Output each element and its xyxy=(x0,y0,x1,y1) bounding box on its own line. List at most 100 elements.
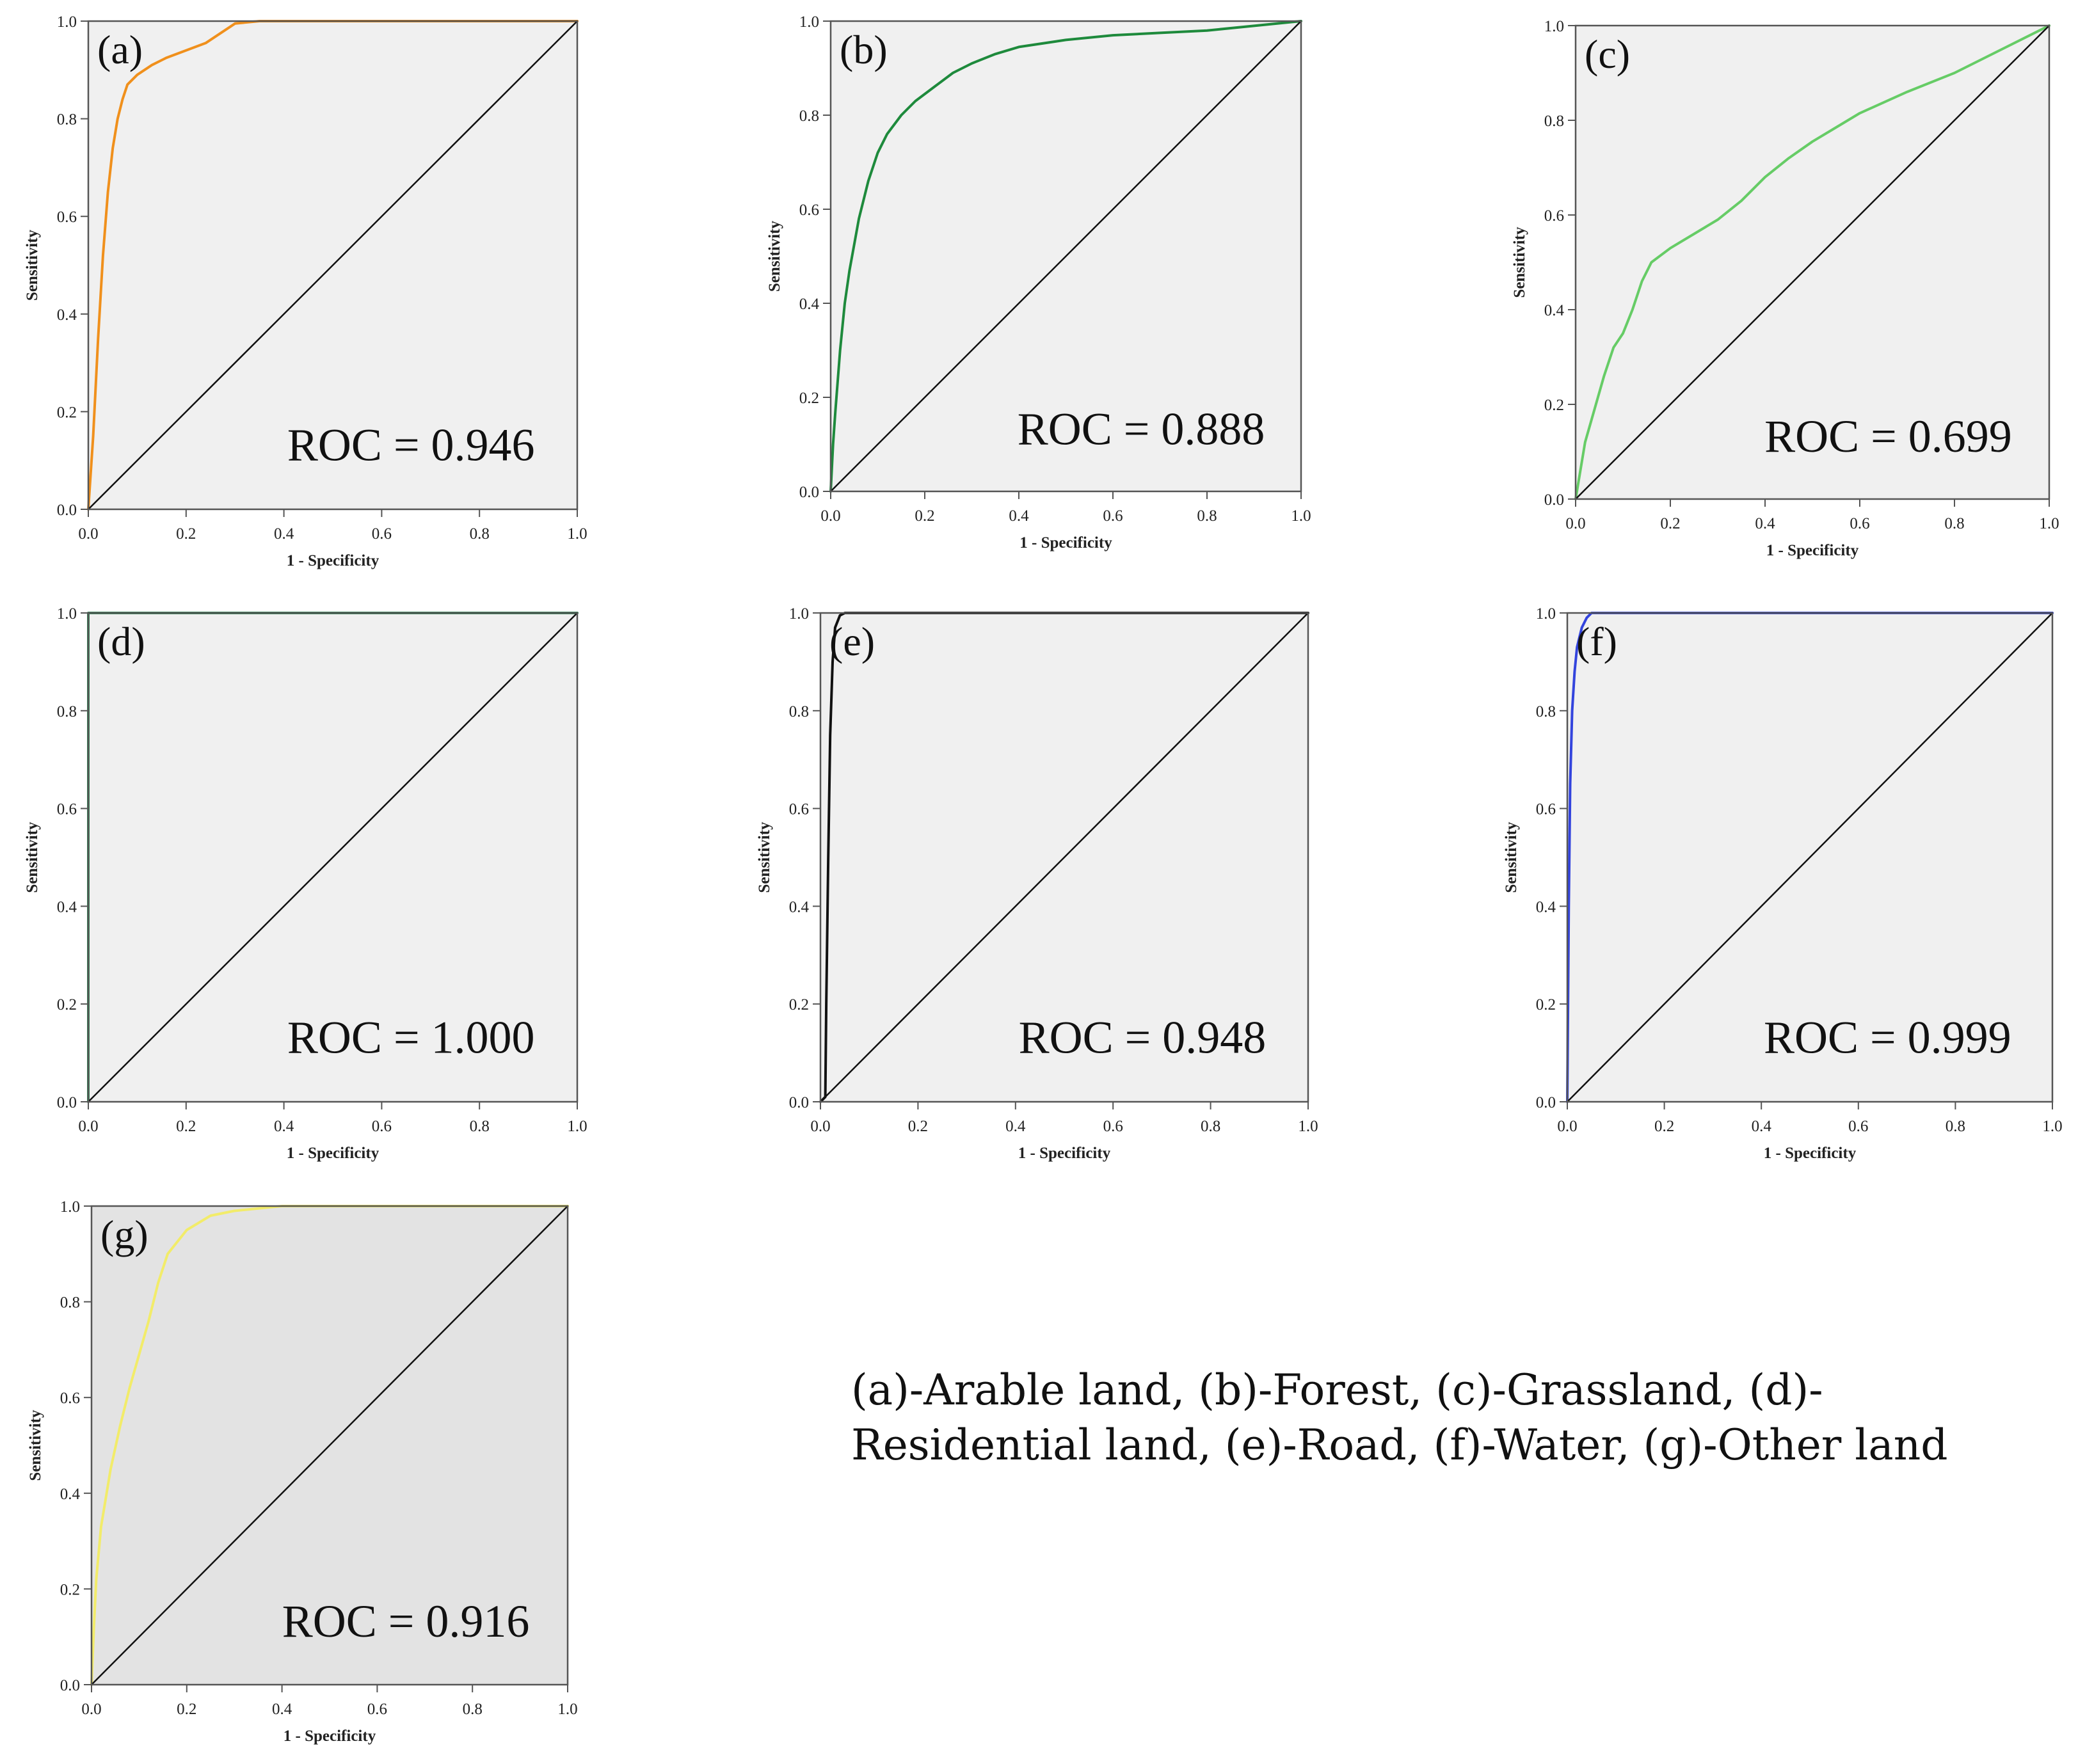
y-tick-label: 1.0 xyxy=(1544,18,1564,35)
y-tick-label: 0.4 xyxy=(57,306,77,324)
y-tick-label: 0.6 xyxy=(789,801,809,818)
y-tick-label: 0.0 xyxy=(57,1094,77,1111)
y-axis-label: Sensitivity xyxy=(24,822,41,893)
y-tick-label: 0.8 xyxy=(57,703,77,720)
x-tick-label: 0.8 xyxy=(470,1118,490,1135)
y-tick-label: 0.6 xyxy=(1536,801,1556,818)
roc-panel-2: 0.0 0.2 0.4 0.6 0.8 1.0 0.0 0.2 0.4 0.6 0.8 1.0 1 - … xyxy=(766,13,1311,552)
y-tick-label: 1.0 xyxy=(1536,605,1556,623)
reference-diagonal-line xyxy=(1566,612,2054,1103)
x-tick-label: 0.0 xyxy=(1565,515,1585,532)
roc-value-annotation: ROC = 0.888 xyxy=(1018,404,1265,455)
x-tick-label: 0.6 xyxy=(367,1701,387,1718)
y-tick-label: 0.8 xyxy=(1544,113,1564,130)
plot-frame xyxy=(1574,24,2050,500)
y-tick-label: 0.0 xyxy=(799,484,819,501)
x-tick-label: 1.0 xyxy=(2039,515,2059,532)
reference-diagonal-line xyxy=(87,20,579,511)
roc-panel-3: 0.0 0.2 0.4 0.6 0.8 1.0 0.0 0.2 0.4 0.6 0.8 1.0 1 - … xyxy=(1511,18,2059,559)
x-tick-label: 0.6 xyxy=(1848,1118,1868,1135)
x-axis-label: 1 - Specificity xyxy=(287,552,380,569)
x-tick-label: 0.0 xyxy=(810,1118,830,1135)
roc-value-annotation: ROC = 0.946 xyxy=(287,420,535,471)
x-tick-label: 0.4 xyxy=(274,525,294,543)
x-tick-label: 0.0 xyxy=(78,1118,98,1135)
reference-diagonal-line xyxy=(829,20,1302,493)
y-axis-label: Sensitivity xyxy=(756,822,773,893)
x-tick-label: 0.8 xyxy=(1946,1118,1965,1135)
figure-caption: (a)-Arable land, (b)-Forest, (c)-Grassla… xyxy=(851,1365,1948,1470)
y-tick-label: 0.0 xyxy=(1544,491,1564,509)
reference-diagonal-line xyxy=(819,612,1309,1103)
roc-panel-4: 0.0 0.2 0.4 0.6 0.8 1.0 0.0 0.2 0.4 0.6 0.8 1.0 1 - … xyxy=(24,605,587,1162)
panel-label: (b) xyxy=(840,27,888,72)
x-tick-label: 0.8 xyxy=(470,525,490,543)
roc-value-annotation: ROC = 0.699 xyxy=(1764,411,2012,462)
y-axis-label: Sensitivity xyxy=(1511,226,1528,298)
y-tick-label: 0.8 xyxy=(1536,703,1556,720)
x-tick-label: 0.2 xyxy=(1654,1118,1674,1135)
y-axis-label: Sensitivity xyxy=(27,1410,44,1481)
roc-value-annotation: ROC = 0.916 xyxy=(282,1596,530,1647)
roc-value-annotation: ROC = 1.000 xyxy=(287,1012,535,1063)
x-tick-label: 0.8 xyxy=(1944,515,1964,532)
x-axis-label: 1 - Specificity xyxy=(284,1728,376,1745)
roc-value-annotation: ROC = 0.999 xyxy=(1764,1012,2011,1063)
x-tick-label: 0.4 xyxy=(1755,515,1775,532)
x-tick-label: 0.2 xyxy=(177,1701,196,1718)
x-tick-label: 0.2 xyxy=(1660,515,1680,532)
x-axis-label: 1 - Specificity xyxy=(1764,1145,1857,1162)
y-tick-label: 0.4 xyxy=(1544,302,1565,319)
y-tick-label: 0.6 xyxy=(1544,207,1564,225)
plot-frame xyxy=(819,612,1309,1103)
y-tick-label: 0.2 xyxy=(799,390,819,407)
y-tick-label: 0.0 xyxy=(1536,1094,1556,1111)
x-tick-label: 0.8 xyxy=(463,1701,483,1718)
y-tick-label: 1.0 xyxy=(57,605,77,623)
roc-curve-line xyxy=(1566,612,2054,1103)
x-tick-label: 1.0 xyxy=(2042,1118,2062,1135)
x-tick-label: 0.0 xyxy=(78,525,98,543)
y-tick-label: 0.2 xyxy=(57,404,77,421)
panel-label: (d) xyxy=(97,619,145,664)
x-tick-label: 0.4 xyxy=(274,1118,294,1135)
x-tick-label: 0.4 xyxy=(1005,1118,1026,1135)
y-tick-label: 0.4 xyxy=(57,898,77,916)
x-tick-label: 0.6 xyxy=(1103,507,1123,525)
x-tick-label: 1.0 xyxy=(567,525,587,543)
y-tick-label: 0.2 xyxy=(57,996,77,1013)
x-tick-label: 1.0 xyxy=(567,1118,587,1135)
y-tick-label: 1.0 xyxy=(57,13,77,31)
y-tick-label: 0.8 xyxy=(57,111,77,129)
y-axis-label: Sensitivity xyxy=(24,229,41,301)
roc-curve-line xyxy=(829,20,1302,493)
x-tick-label: 1.0 xyxy=(1291,507,1311,525)
y-axis-label: Sensitivity xyxy=(1503,822,1520,893)
x-tick-label: 0.2 xyxy=(915,507,934,525)
x-tick-label: 0.8 xyxy=(1197,507,1217,525)
x-tick-label: 0.8 xyxy=(1201,1118,1220,1135)
y-axis-label: Sensitivity xyxy=(766,220,783,292)
y-tick-label: 0.0 xyxy=(789,1094,809,1111)
x-tick-label: 1.0 xyxy=(557,1701,577,1718)
x-tick-label: 0.2 xyxy=(176,525,196,543)
x-tick-label: 1.0 xyxy=(1298,1118,1318,1135)
plot-frame xyxy=(87,612,579,1103)
x-tick-label: 0.2 xyxy=(176,1118,196,1135)
x-axis-label: 1 - Specificity xyxy=(1019,534,1112,552)
reference-diagonal-line xyxy=(1574,24,2050,500)
y-tick-label: 0.6 xyxy=(60,1390,80,1407)
x-tick-label: 0.6 xyxy=(372,1118,392,1135)
y-tick-label: 0.8 xyxy=(799,107,819,125)
roc-panel-7: 0.0 0.2 0.4 0.6 0.8 1.0 0.0 0.2 0.4 0.6 0.8 1.0 1 - … xyxy=(27,1198,578,1745)
y-tick-label: 0.4 xyxy=(799,296,820,313)
plot-frame xyxy=(1566,612,2054,1103)
y-tick-label: 0.2 xyxy=(1536,996,1556,1013)
plot-frame xyxy=(87,20,579,511)
x-tick-label: 0.0 xyxy=(81,1701,101,1718)
x-tick-label: 0.0 xyxy=(820,507,840,525)
x-tick-label: 0.2 xyxy=(908,1118,928,1135)
x-axis-label: 1 - Specificity xyxy=(287,1145,380,1162)
x-tick-label: 0.4 xyxy=(1009,507,1029,525)
